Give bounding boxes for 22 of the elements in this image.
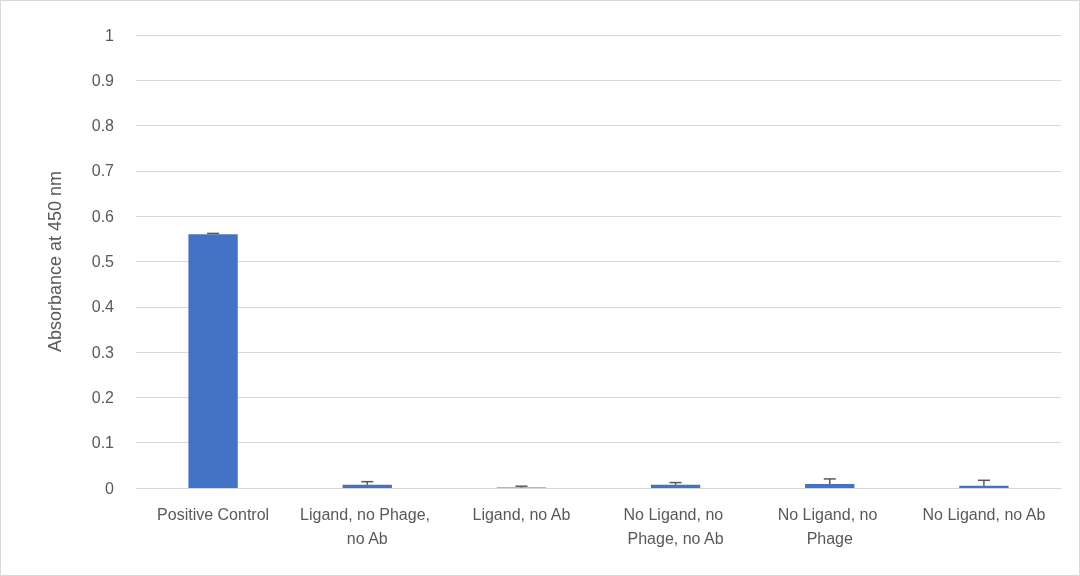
- y-tick-label: 0.2: [91, 388, 115, 406]
- y-tick-label: 0.9: [91, 71, 115, 89]
- y-tick-label: 0.6: [91, 207, 115, 225]
- y-tick-label: 0.3: [91, 343, 115, 361]
- y-tick-label: 0.4: [91, 298, 115, 316]
- x-tick-label: No Ligand, no Phage: [777, 505, 882, 547]
- bar: [188, 234, 238, 488]
- x-tick-label: Ligand, no Ab: [472, 505, 571, 523]
- y-tick-label: 0.8: [91, 117, 115, 135]
- bar: [805, 483, 855, 488]
- y-axis-title: Absorbance at 450 nm: [45, 170, 65, 353]
- y-tick-label: 0: [105, 479, 115, 497]
- y-tick-label: 0.7: [91, 162, 115, 180]
- x-tick-label: Positive Control: [157, 505, 270, 523]
- bar: [342, 484, 392, 488]
- y-tick-label: 0.5: [91, 253, 115, 270]
- bar: [650, 484, 701, 488]
- x-tick-label: Ligand, no Phage, no Ab: [300, 505, 435, 547]
- x-tick-label: No Ligand, no Ab: [922, 505, 1046, 523]
- x-tick-label: No Ligand, no Phage, no Ab: [623, 505, 728, 547]
- y-tick-label: 0.1: [91, 434, 115, 452]
- y-tick-label: 1: [105, 26, 115, 44]
